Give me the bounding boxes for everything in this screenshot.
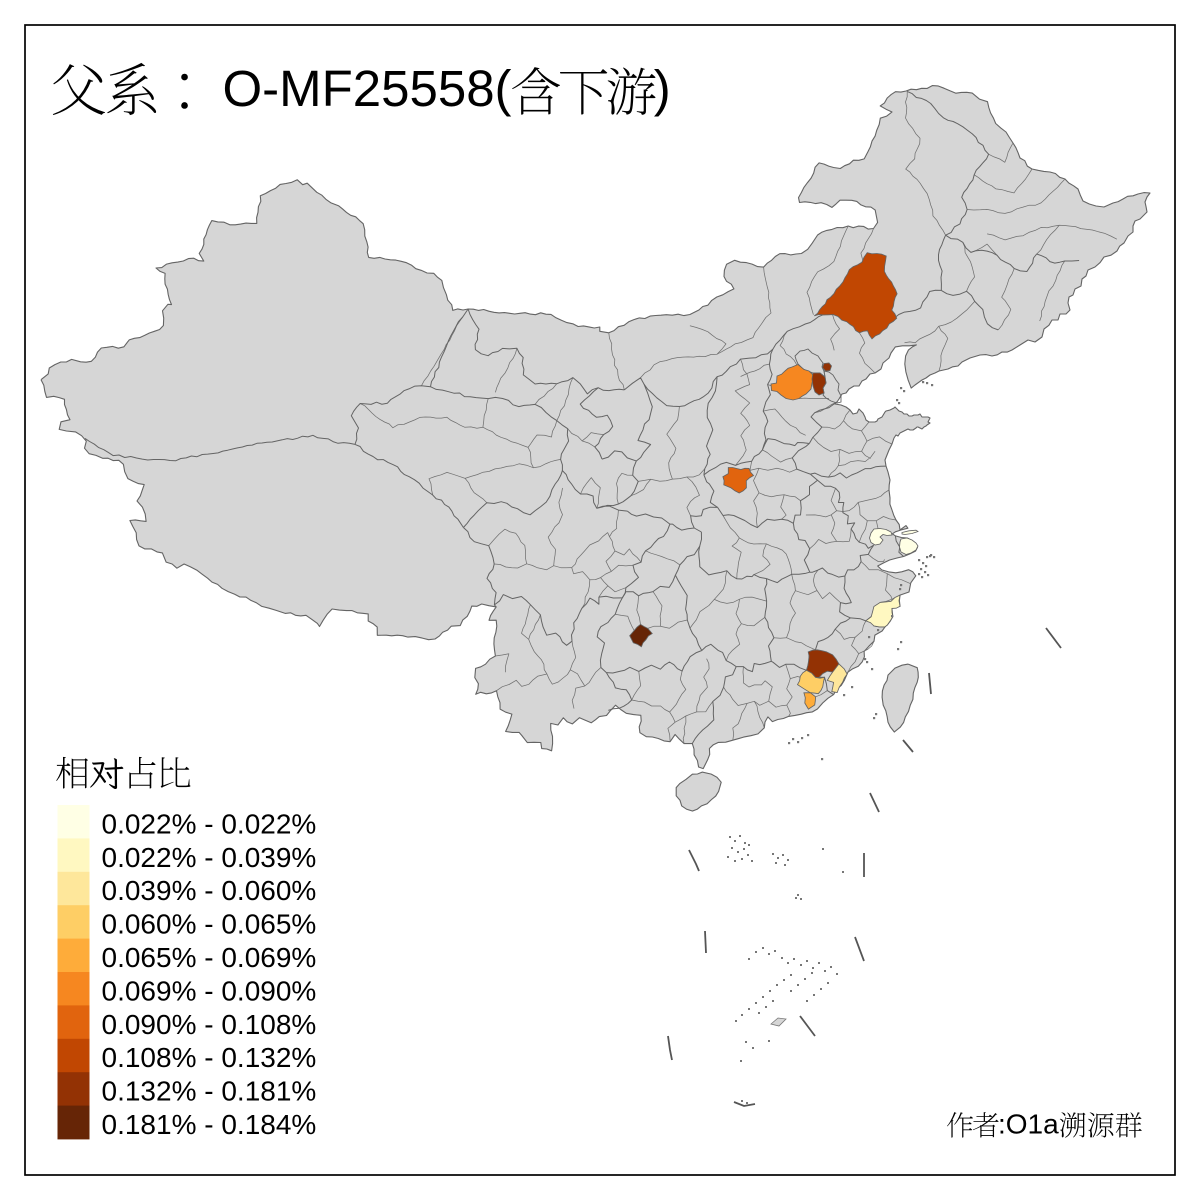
svg-text:0.065% - 0.069%: 0.065% - 0.069% (102, 942, 317, 973)
svg-text:(: ( (495, 60, 512, 117)
svg-text:O-MF25558: O-MF25558 (223, 60, 495, 117)
svg-text:0.108% - 0.132%: 0.108% - 0.132% (102, 1042, 317, 1073)
svg-text:0.060% - 0.065%: 0.060% - 0.065% (102, 909, 317, 940)
svg-text::O1a: :O1a (998, 1109, 1059, 1140)
svg-text:0.181% - 0.184%: 0.181% - 0.184% (102, 1109, 317, 1140)
svg-text:0.069% - 0.090%: 0.069% - 0.090% (102, 975, 317, 1006)
svg-text:0.022% - 0.022%: 0.022% - 0.022% (102, 808, 317, 839)
svg-text:0.090% - 0.108%: 0.090% - 0.108% (102, 1009, 317, 1040)
svg-text:): ) (654, 60, 671, 117)
svg-text:0.132% - 0.181%: 0.132% - 0.181% (102, 1076, 317, 1107)
svg-text:0.039% - 0.060%: 0.039% - 0.060% (102, 875, 317, 906)
svg-text:0.022% - 0.039%: 0.022% - 0.039% (102, 842, 317, 873)
